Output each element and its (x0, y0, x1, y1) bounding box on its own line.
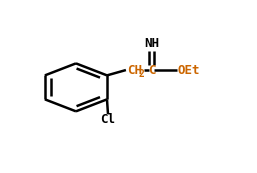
Text: NH: NH (144, 37, 159, 50)
Text: CH: CH (127, 63, 142, 76)
Text: C: C (148, 63, 155, 76)
Text: 2: 2 (139, 69, 144, 79)
Text: OEt: OEt (178, 63, 200, 76)
Text: Cl: Cl (100, 113, 115, 126)
